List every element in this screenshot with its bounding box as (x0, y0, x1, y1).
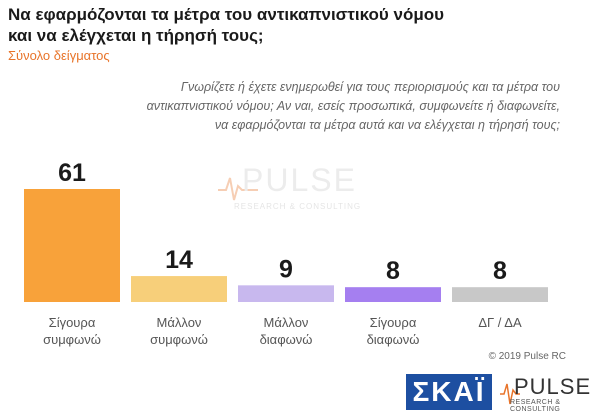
data-label: 8 (386, 257, 400, 285)
pulse-logo-wave-icon (500, 383, 520, 405)
data-label: 61 (58, 159, 86, 187)
bar (131, 276, 227, 302)
pulse-logo-text: PULSE (514, 374, 592, 399)
watermark-tagline: RESEARCH & CONSULTING (234, 202, 362, 211)
category-label: Μάλλον διαφωνώ (260, 315, 313, 347)
bar (345, 287, 441, 302)
chart-subtitle: Σύνολο δείγματος (8, 48, 110, 63)
category-label: Σίγουρα συμφωνώ (43, 315, 101, 347)
footer-logos: ΣΚΑΪ PULSE RESEARCH & CONSULTING (406, 374, 600, 413)
data-label: 9 (279, 255, 293, 283)
pulse-logo: PULSE RESEARCH & CONSULTING (500, 374, 600, 413)
pulse-watermark: PULSE RESEARCH & CONSULTING (218, 162, 368, 220)
data-label: 14 (165, 246, 193, 274)
data-label: 8 (493, 257, 507, 285)
category-label: Μάλλον συμφωνώ (150, 315, 208, 347)
category-label: ΔΓ / ΔΑ (478, 315, 522, 330)
bar (452, 287, 548, 302)
pulse-logo-tagline: RESEARCH & CONSULTING (510, 399, 561, 413)
bar (24, 189, 120, 302)
pulse-wave-icon (218, 177, 258, 201)
bar (238, 285, 334, 302)
watermark-name: PULSE (242, 162, 357, 198)
skai-logo: ΣΚΑΪ (406, 374, 492, 410)
chart-title: Να εφαρμόζονται τα μέτρα του αντικαπνιστ… (8, 5, 445, 45)
copyright: © 2019 Pulse RC (488, 351, 566, 362)
survey-question: Γνωρίζετε ή έχετε ενημερωθεί για τους πε… (146, 80, 560, 132)
category-label: Σίγουρα διαφωνώ (367, 315, 420, 347)
